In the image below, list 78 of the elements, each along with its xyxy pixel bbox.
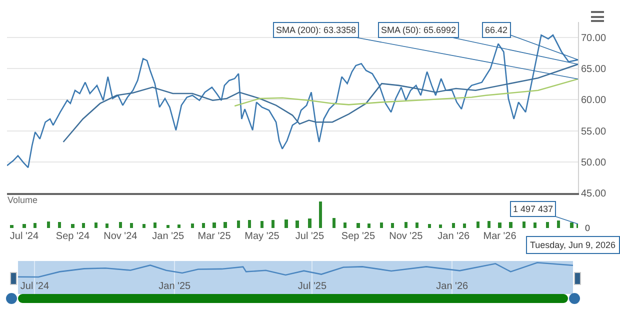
x-tick-label: Jul '24 bbox=[20, 281, 50, 292]
bar bbox=[118, 222, 122, 228]
bar bbox=[260, 221, 264, 228]
bar bbox=[556, 220, 560, 228]
bar bbox=[190, 224, 194, 228]
bar bbox=[428, 224, 431, 228]
y-tick-label: 65.00 bbox=[581, 64, 606, 76]
text: 0 bbox=[585, 223, 590, 233]
annotation: 1 497 437 bbox=[513, 204, 554, 214]
bar bbox=[476, 222, 480, 228]
bar bbox=[106, 224, 109, 228]
bar bbox=[166, 224, 170, 228]
bar bbox=[22, 224, 26, 228]
x-tick-label: Jan '26 bbox=[438, 231, 470, 242]
x-tick-label: Jan '26 bbox=[436, 281, 469, 292]
bar bbox=[46, 221, 50, 228]
bar bbox=[404, 222, 408, 228]
x-tick-label: Nov '24 bbox=[104, 231, 138, 242]
bar bbox=[82, 223, 86, 228]
bar bbox=[236, 220, 240, 228]
text: Tuesday, Jun 9, 2026 bbox=[530, 240, 616, 250]
bar bbox=[94, 222, 98, 228]
y-tick-label: 50.00 bbox=[581, 157, 606, 168]
bar bbox=[212, 222, 216, 228]
line-series bbox=[62, 64, 578, 143]
bar bbox=[546, 222, 550, 228]
y-tick-label: 55.00 bbox=[581, 126, 606, 138]
x-tick-label: Mar '25 bbox=[198, 231, 232, 242]
bar bbox=[356, 223, 360, 228]
bar bbox=[522, 221, 526, 228]
x-tick-label: Jul '24 bbox=[10, 231, 39, 242]
bar bbox=[391, 223, 394, 228]
line-series bbox=[7, 34, 578, 168]
bar bbox=[487, 221, 490, 228]
y-tick-label: 60.00 bbox=[581, 95, 606, 106]
bar bbox=[71, 224, 74, 228]
bar bbox=[576, 224, 578, 228]
bar bbox=[130, 223, 133, 228]
y-tick-label: 45.00 bbox=[581, 188, 606, 200]
bar bbox=[271, 220, 275, 228]
x-tick-label: Jul '25 bbox=[295, 231, 324, 242]
x-tick-label: Jan '25 bbox=[152, 231, 185, 242]
bar bbox=[284, 219, 288, 228]
annotation: SMA (200): 63.3358 bbox=[276, 25, 356, 35]
x-tick-label: Jan '25 bbox=[158, 281, 192, 292]
bar bbox=[296, 220, 299, 228]
bar bbox=[533, 222, 537, 228]
bar bbox=[202, 223, 205, 228]
bar bbox=[308, 218, 312, 228]
x-tick-label: Sep '25 bbox=[341, 231, 376, 242]
bar bbox=[570, 222, 574, 228]
bar bbox=[368, 224, 371, 228]
bar bbox=[463, 224, 466, 228]
bar bbox=[34, 223, 37, 228]
y-tick-label: 70.00 bbox=[581, 33, 606, 44]
bar bbox=[10, 224, 14, 228]
x-tick-label: Sep '24 bbox=[56, 231, 90, 242]
bar bbox=[224, 222, 227, 228]
x-tick-label: Jul '25 bbox=[298, 281, 327, 292]
bar bbox=[343, 222, 346, 228]
annotation: 66.42 bbox=[485, 25, 508, 35]
bar bbox=[319, 201, 322, 228]
annotation: SMA (50): 65.6992 bbox=[381, 25, 456, 35]
x-tick-label: Mar '26 bbox=[483, 231, 517, 242]
bar bbox=[153, 222, 156, 228]
bar bbox=[498, 222, 502, 228]
bar bbox=[415, 222, 418, 228]
bar bbox=[509, 222, 512, 228]
line-series bbox=[234, 78, 578, 107]
bar bbox=[332, 218, 336, 228]
bar bbox=[452, 223, 456, 228]
x-tick-label: May '25 bbox=[244, 231, 280, 242]
bar bbox=[380, 222, 384, 228]
bar bbox=[58, 222, 61, 228]
bar bbox=[248, 220, 252, 228]
chart-title: Volume bbox=[7, 194, 38, 205]
bar bbox=[142, 224, 146, 228]
x-tick-label: Nov '25 bbox=[389, 231, 424, 242]
